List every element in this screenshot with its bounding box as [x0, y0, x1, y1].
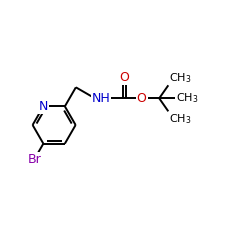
Text: N: N — [39, 100, 48, 113]
Text: NH: NH — [92, 92, 110, 105]
Text: O: O — [120, 70, 130, 84]
Text: Br: Br — [27, 153, 41, 166]
Text: CH$_3$: CH$_3$ — [169, 71, 192, 85]
Text: O: O — [137, 92, 146, 105]
Text: CH$_3$: CH$_3$ — [169, 112, 192, 126]
Text: CH$_3$: CH$_3$ — [176, 92, 198, 105]
